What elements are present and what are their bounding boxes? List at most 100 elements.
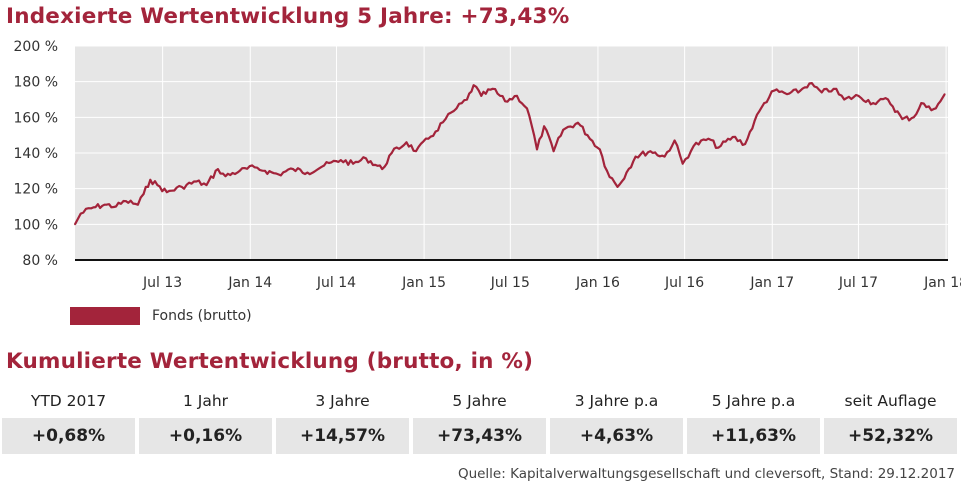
data-point <box>872 102 875 104</box>
data-point <box>649 150 652 153</box>
period-value: +0,16% <box>139 418 272 454</box>
series-line-fonds <box>74 82 946 225</box>
data-point <box>901 118 904 121</box>
data-point <box>264 169 266 172</box>
data-point <box>90 207 93 210</box>
performance-cell-3y-pa: 3 Jahre p.a +4,63% <box>550 388 683 454</box>
data-point <box>843 98 846 101</box>
data-point <box>156 184 159 187</box>
performance-cell-since-inception: seit Auflage +52,32% <box>824 388 957 454</box>
period-value: +4,63% <box>550 418 683 454</box>
period-label: 3 Jahre <box>315 392 370 410</box>
data-point <box>634 155 637 158</box>
data-point <box>731 136 734 138</box>
data-point <box>253 166 256 169</box>
source-note: Quelle: Kapitalverwaltungsgesellschaft u… <box>457 466 955 482</box>
data-point <box>526 107 528 110</box>
chart-title: Indexierte Wertentwicklung 5 Jahre: +73,… <box>6 4 570 29</box>
data-point <box>205 184 208 187</box>
performance-line-chart: 80 % 100 % 120 % 140 % 160 % 180 % 200 % Jul 13… <box>14 40 961 291</box>
period-value: +73,43% <box>413 418 546 454</box>
data-point <box>427 137 430 140</box>
data-point <box>480 95 483 97</box>
data-point <box>543 125 546 128</box>
data-point <box>577 121 579 124</box>
data-point <box>586 134 589 137</box>
data-point <box>887 98 889 101</box>
data-point <box>930 109 933 112</box>
y-tick-label: 100 % <box>14 217 58 233</box>
data-point <box>455 107 458 110</box>
data-point <box>820 91 823 94</box>
data-point <box>943 93 946 96</box>
period-label: 1 Jahr <box>182 392 229 410</box>
legend-label: Fonds (brutto) <box>152 308 252 324</box>
y-tick-label: 180 % <box>14 75 58 91</box>
data-point <box>491 87 494 90</box>
data-point <box>195 180 198 183</box>
data-point <box>306 171 309 174</box>
data-point <box>533 134 536 137</box>
period-label: 5 Jahre <box>452 392 507 410</box>
data-point <box>773 89 776 92</box>
chart-legend: Fonds (brutto) <box>70 306 252 326</box>
data-point <box>744 143 747 145</box>
x-tick-label: Jan 17 <box>749 275 794 291</box>
period-value: +52,32% <box>824 418 957 454</box>
data-point <box>149 178 152 181</box>
data-point <box>115 205 117 208</box>
data-point <box>552 150 555 153</box>
data-point <box>920 102 923 104</box>
data-point <box>238 169 241 172</box>
y-tick-label: 140 % <box>14 146 58 162</box>
data-point <box>504 100 506 103</box>
x-tick-label: Jul 13 <box>142 275 182 291</box>
data-point <box>753 120 756 122</box>
data-point <box>808 82 811 85</box>
data-point <box>536 148 538 151</box>
data-point <box>339 159 342 162</box>
data-point <box>365 157 367 160</box>
data-point <box>74 223 76 226</box>
data-point <box>562 128 565 131</box>
data-point <box>707 137 710 140</box>
legend-swatch <box>70 307 140 325</box>
y-tick-label: 200 % <box>14 40 58 55</box>
data-point <box>444 118 447 121</box>
x-tick-label: Jan 16 <box>575 275 620 291</box>
data-point <box>142 193 145 195</box>
data-point <box>786 93 788 96</box>
data-point <box>616 185 619 188</box>
data-point <box>717 146 720 149</box>
data-point <box>292 168 295 170</box>
period-label: YTD 2017 <box>30 392 107 410</box>
data-point <box>832 87 835 90</box>
period-label: 5 Jahre p.a <box>711 392 796 410</box>
data-point <box>352 162 355 165</box>
x-tick-label: Jul 14 <box>316 275 356 291</box>
data-point <box>166 191 168 194</box>
data-point <box>180 185 183 188</box>
data-point <box>323 164 325 167</box>
data-point <box>912 116 915 119</box>
data-point <box>136 203 139 206</box>
y-tick-label: 80 % <box>22 253 58 269</box>
data-point <box>939 100 942 103</box>
y-tick-label: 120 % <box>14 182 58 198</box>
data-point <box>103 203 106 206</box>
period-label: 3 Jahre p.a <box>574 392 659 410</box>
x-tick-label: Jul 15 <box>490 275 530 291</box>
performance-cell-1y: 1 Jahr +0,16% <box>139 388 272 454</box>
data-point <box>516 95 518 97</box>
data-point <box>625 171 628 174</box>
performance-table: YTD 2017 +0,68% 1 Jahr +0,16% 3 Jahre +1… <box>2 388 957 454</box>
data-point <box>434 130 437 133</box>
data-point <box>125 200 127 203</box>
data-point <box>472 84 475 87</box>
data-point <box>763 102 766 104</box>
data-point <box>663 155 666 158</box>
data-point <box>390 152 393 154</box>
data-point <box>606 169 608 172</box>
data-point <box>681 162 684 165</box>
performance-cell-5y-pa: 5 Jahre p.a +11,63% <box>687 388 820 454</box>
